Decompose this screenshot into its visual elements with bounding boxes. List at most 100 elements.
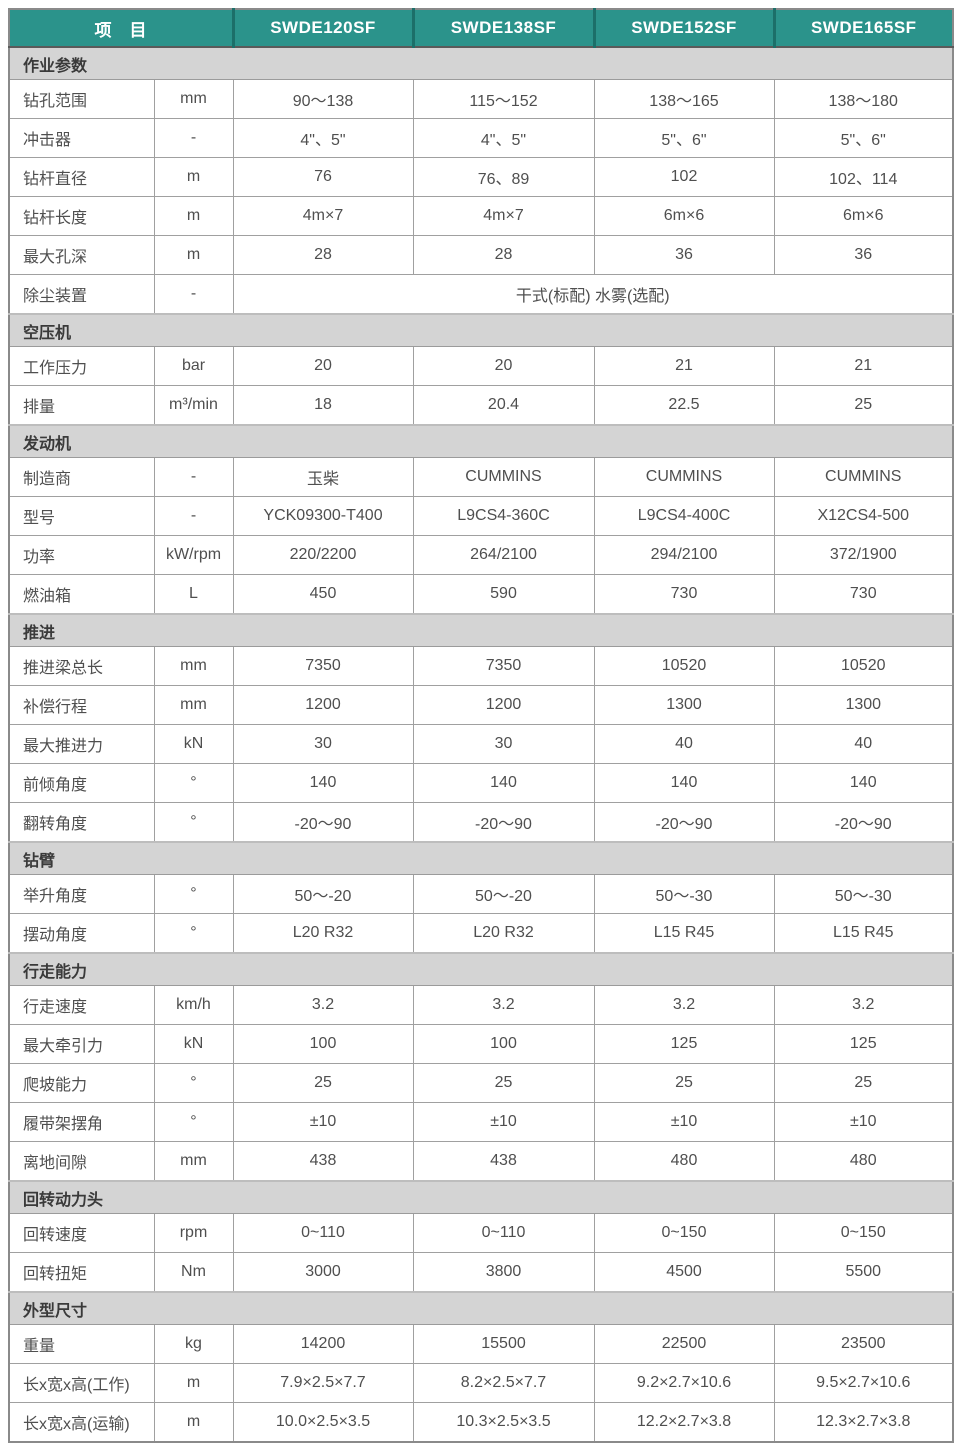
cell-value: 4500 (593, 1252, 775, 1293)
cell-value: ±10 (232, 1102, 414, 1142)
row-unit: Nm (153, 1252, 234, 1293)
spec-table-body: 作业参数 钻孔范围 mm 90～138 115～152 138～165 138～180 冲击器… (8, 46, 954, 1443)
row-unit: ° (153, 1063, 234, 1103)
row-unit: ° (153, 1102, 234, 1142)
row-label: 摆动角度 (8, 913, 155, 954)
row-unit: - (153, 118, 234, 158)
cell-value: 372/1900 (773, 535, 954, 575)
row-unit: rpm (153, 1213, 234, 1253)
cell-value: 0~150 (593, 1213, 775, 1253)
cell-value: 8.2×2.5×7.7 (412, 1363, 595, 1403)
cell-value: 0~110 (412, 1213, 595, 1253)
row-unit: m³/min (153, 385, 234, 426)
spec-row: 举升角度 ° 50～-20 50～-20 50～-30 50～-30 (8, 874, 954, 914)
cell-value: 140 (593, 763, 775, 803)
cell-value: 0~150 (773, 1213, 954, 1253)
cell-value: 28 (232, 235, 414, 275)
cell-value: L15 R45 (773, 913, 954, 954)
cell-value: L9CS4-400C (593, 496, 775, 536)
row-label: 回转扭矩 (8, 1252, 155, 1293)
cell-value: 25 (593, 1063, 775, 1103)
cell-value: 4m×7 (232, 196, 414, 236)
cell-value: 50～-30 (773, 874, 954, 914)
cell-value: ±10 (412, 1102, 595, 1142)
cell-value: YCK09300-T400 (232, 496, 414, 536)
row-unit: mm (153, 685, 234, 725)
col-header-model-3: SWDE152SF (592, 9, 774, 48)
row-label: 冲击器 (8, 118, 155, 158)
section-title: 外型尺寸 (8, 1291, 954, 1325)
spec-row: 型号 - YCK09300-T400 L9CS4-360C L9CS4-400C X12C… (8, 496, 954, 536)
row-label: 功率 (8, 535, 155, 575)
section-title: 空压机 (8, 313, 954, 347)
row-label: 爬坡能力 (8, 1063, 155, 1103)
table-header-row: 项 目 SWDE120SF SWDE138SF SWDE152SF SWDE16… (9, 9, 953, 48)
section-title: 发动机 (8, 424, 954, 458)
cell-value: 10520 (593, 646, 775, 686)
col-header-item: 项 目 (9, 9, 233, 48)
cell-value: 玉柴 (232, 457, 414, 497)
row-label: 长x宽x高(运输) (8, 1402, 155, 1443)
section-title: 回转动力头 (8, 1180, 954, 1214)
cell-value: -20～90 (773, 802, 954, 843)
cell-value: 3.2 (412, 985, 595, 1025)
spec-table: 项 目 SWDE120SF SWDE138SF SWDE152SF SWDE16… (8, 8, 954, 1443)
cell-value: 3.2 (593, 985, 775, 1025)
row-unit: m (153, 1363, 234, 1403)
section-row: 外型尺寸 (8, 1291, 954, 1325)
cell-value: 7.9×2.5×7.7 (232, 1363, 414, 1403)
cell-value: 6m×6 (593, 196, 775, 236)
cell-value: 1300 (593, 685, 775, 725)
row-unit: m (153, 157, 234, 197)
row-label: 前倾角度 (8, 763, 155, 803)
row-unit: mm (153, 646, 234, 686)
cell-value: 9.2×2.7×10.6 (593, 1363, 775, 1403)
cell-value: -20～90 (232, 802, 414, 843)
col-header-model-1: SWDE120SF (231, 9, 413, 48)
cell-value: 20 (412, 346, 595, 386)
row-unit: m (153, 196, 234, 236)
spec-row: 回转速度 rpm 0~110 0~110 0~150 0~150 (8, 1213, 954, 1253)
row-label: 补偿行程 (8, 685, 155, 725)
cell-value: 18 (232, 385, 414, 426)
cell-value: 115～152 (412, 79, 595, 119)
cell-value: -20～90 (593, 802, 775, 843)
section-row: 作业参数 (8, 46, 954, 80)
cell-value: 450 (232, 574, 414, 615)
row-unit: kN (153, 724, 234, 764)
cell-value: 4"、5" (232, 118, 414, 158)
cell-value: 90～138 (232, 79, 414, 119)
spec-row: 制造商 - 玉柴 CUMMINS CUMMINS CUMMINS (8, 457, 954, 497)
row-span-value: 干式(标配) 水雾(选配) (232, 274, 954, 315)
cell-value: 36 (593, 235, 775, 275)
cell-value: 30 (412, 724, 595, 764)
spec-row: 爬坡能力 ° 25 25 25 25 (8, 1063, 954, 1103)
row-unit: m (153, 1402, 234, 1443)
cell-value: 100 (412, 1024, 595, 1064)
cell-value: ±10 (773, 1102, 954, 1142)
cell-value: ±10 (593, 1102, 775, 1142)
spec-row: 排量 m³/min 18 20.4 22.5 25 (8, 385, 954, 426)
col-header-model-4: SWDE165SF (772, 9, 953, 48)
cell-value: 140 (412, 763, 595, 803)
cell-value: L20 R32 (412, 913, 595, 954)
row-label: 长x宽x高(工作) (8, 1363, 155, 1403)
row-label: 履带架摆角 (8, 1102, 155, 1142)
spec-row: 离地间隙 mm 438 438 480 480 (8, 1141, 954, 1182)
row-unit: ° (153, 874, 234, 914)
cell-value: 25 (412, 1063, 595, 1103)
cell-value: 50～-30 (593, 874, 775, 914)
cell-value: 140 (232, 763, 414, 803)
spec-row: 最大牵引力 kN 100 100 125 125 (8, 1024, 954, 1064)
row-label: 制造商 (8, 457, 155, 497)
cell-value: 4"、5" (412, 118, 595, 158)
cell-value: 10.3×2.5×3.5 (412, 1402, 595, 1443)
cell-value: 264/2100 (412, 535, 595, 575)
cell-value: L15 R45 (593, 913, 775, 954)
cell-value: 125 (593, 1024, 775, 1064)
cell-value: 438 (412, 1141, 595, 1182)
cell-value: 21 (773, 346, 954, 386)
spec-row: 工作压力 bar 20 20 21 21 (8, 346, 954, 386)
cell-value: 6m×6 (773, 196, 954, 236)
